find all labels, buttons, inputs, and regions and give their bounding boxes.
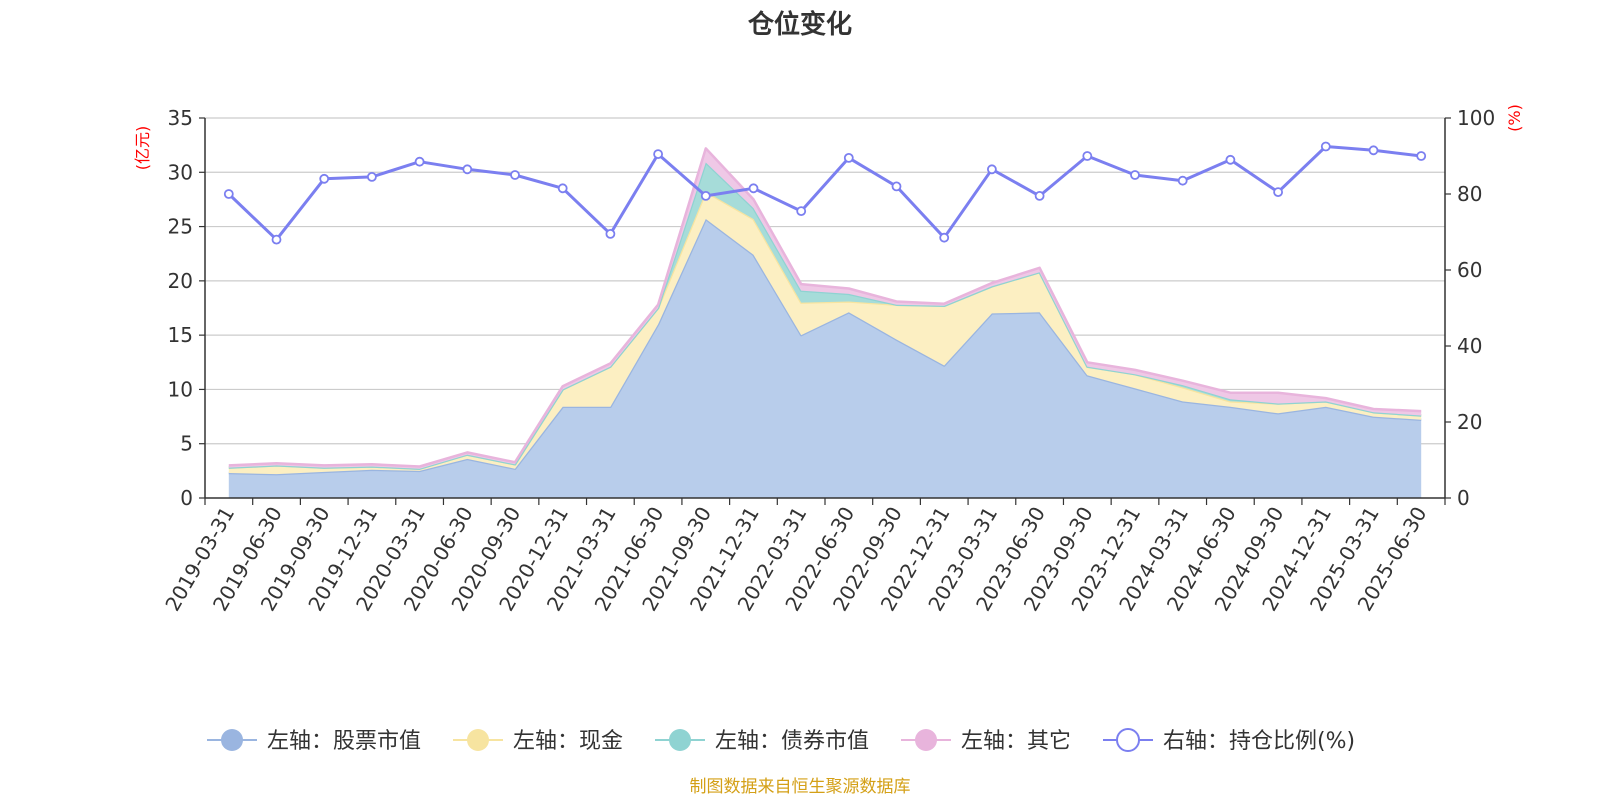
ratio-point xyxy=(653,149,663,160)
ratio-point xyxy=(223,189,234,199)
area-edge-左轴：其它 xyxy=(228,147,1422,468)
legend-label: 右轴：持仓比例(%) xyxy=(1163,729,1355,754)
right-axis-unit: (%) xyxy=(1505,104,1524,132)
ratio-line-path xyxy=(227,145,1422,242)
left-axis-unit: (亿元) xyxy=(133,126,152,171)
right-tick-label: 100 xyxy=(1457,106,1495,130)
ratio-point xyxy=(891,181,902,192)
ratio-point xyxy=(939,232,950,243)
left-tick-label: 20 xyxy=(168,269,193,293)
ratio-point xyxy=(366,171,377,182)
left-tick-label: 35 xyxy=(168,106,193,130)
ratio-point xyxy=(1320,141,1331,152)
legend-item[interactable]: 右轴：持仓比例(%) xyxy=(1103,728,1355,754)
ratio-point xyxy=(510,170,520,180)
legend-label: 左轴：股票市值 xyxy=(267,729,421,754)
ratio-point xyxy=(605,228,616,239)
legend: 左轴：股票市值 左轴：现金 左轴：债券市值 左轴：其它 右轴：持仓比例(%) xyxy=(207,728,1355,754)
ratio-point xyxy=(843,152,854,163)
right-tick-label: 60 xyxy=(1457,258,1482,282)
legend-item[interactable]: 左轴：股票市值 xyxy=(207,729,421,754)
ratio-point xyxy=(700,190,711,201)
right-tick-label: 40 xyxy=(1457,334,1482,358)
source-note: 制图数据来自恒生聚源数据库 xyxy=(690,777,911,797)
left-tick-label: 5 xyxy=(180,432,193,456)
ratio-point xyxy=(1225,154,1236,165)
legend-label: 左轴：现金 xyxy=(513,729,623,754)
left-tick-label: 0 xyxy=(180,486,193,510)
left-tick-label: 15 xyxy=(168,323,193,347)
ratio-point xyxy=(1034,190,1045,201)
legend-marker xyxy=(915,729,937,751)
chart-title: 仓位变化 xyxy=(747,9,852,40)
right-tick-label: 80 xyxy=(1457,182,1482,206)
left-tick-label: 25 xyxy=(168,215,193,239)
ratio-point xyxy=(987,164,997,175)
legend-item[interactable]: 左轴：其它 xyxy=(901,729,1071,754)
ratio-point xyxy=(1368,145,1379,156)
position-ratio-line xyxy=(223,141,1427,245)
right-tick-label: 0 xyxy=(1457,486,1470,510)
legend-item[interactable]: 左轴：债券市值 xyxy=(655,729,869,754)
legend-marker xyxy=(221,729,243,751)
ratio-point xyxy=(319,173,330,184)
ratio-point xyxy=(1082,151,1093,161)
legend-marker xyxy=(669,729,691,751)
legend-item[interactable]: 左轴：现金 xyxy=(453,729,623,754)
ratio-point xyxy=(1130,170,1140,180)
legend-label: 左轴：债券市值 xyxy=(715,729,869,754)
ratio-point xyxy=(748,183,759,194)
legend-marker xyxy=(1116,728,1140,752)
ratio-point xyxy=(796,206,807,217)
left-tick-label: 10 xyxy=(168,377,193,401)
right-tick-label: 20 xyxy=(1457,410,1482,434)
stacked-areas xyxy=(228,147,1422,498)
ratio-point xyxy=(1416,151,1427,161)
area-左轴：股票市值 xyxy=(228,219,1422,498)
legend-marker xyxy=(467,729,489,751)
ratio-point xyxy=(462,164,473,175)
ratio-point xyxy=(271,234,282,245)
ratio-point xyxy=(1177,175,1188,186)
ratio-point xyxy=(557,183,568,194)
left-tick-label: 30 xyxy=(168,160,193,184)
legend-label: 左轴：其它 xyxy=(961,729,1071,754)
ratio-point xyxy=(414,156,425,167)
ratio-point xyxy=(1273,187,1283,198)
